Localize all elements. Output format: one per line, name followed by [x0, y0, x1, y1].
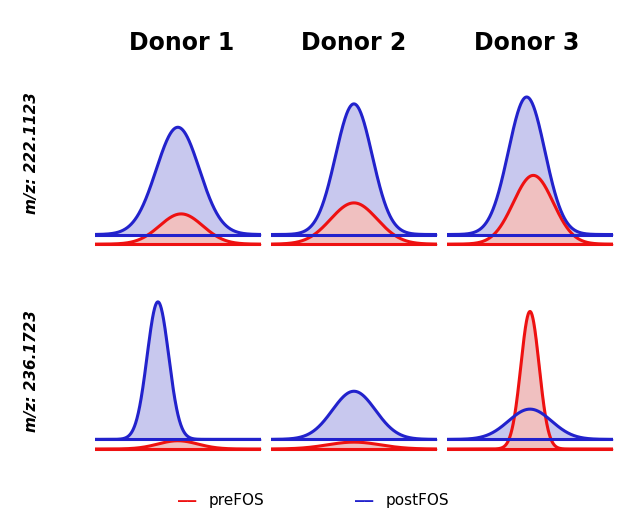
Text: Donor 2: Donor 2 — [301, 31, 406, 55]
Text: ——: —— — [178, 493, 196, 508]
Text: Donor 3: Donor 3 — [474, 31, 580, 55]
Text: preFOS: preFOS — [209, 493, 264, 508]
Text: m/z: 236.1723: m/z: 236.1723 — [24, 310, 39, 431]
Text: ——: —— — [355, 493, 373, 508]
Text: postFOS: postFOS — [386, 493, 449, 508]
Text: Donor 1: Donor 1 — [128, 31, 234, 55]
Text: m/z: 222.1123: m/z: 222.1123 — [24, 93, 39, 214]
